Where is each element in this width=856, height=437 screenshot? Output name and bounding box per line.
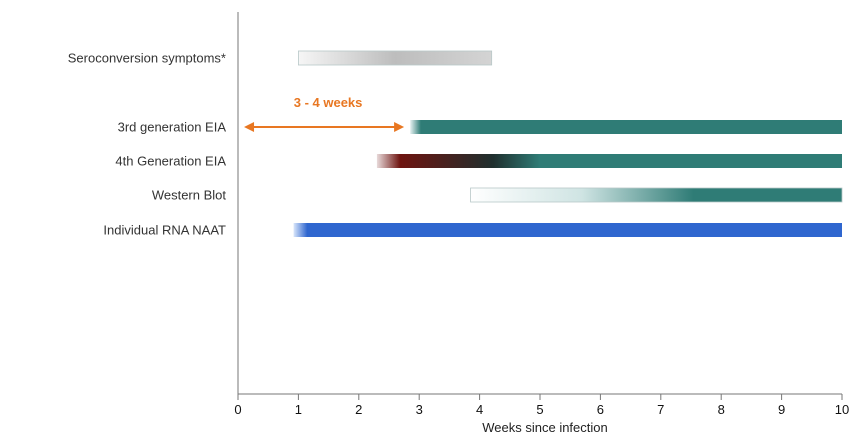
timeline-bar [410,120,842,134]
timeline-bar [297,50,493,66]
axes [237,12,842,395]
row-labels: Seroconversion symptoms* 3rd generation E… [68,51,227,238]
x-tick-label: 3 [416,402,423,417]
arrow-head-right [394,122,405,132]
x-tick-label: 6 [597,402,604,417]
x-tick-label: 10 [835,402,849,417]
arrow-head-left [244,122,255,132]
x-tick-label: 5 [536,402,543,417]
bars [293,50,843,237]
row-label: 4th Generation EIA [115,154,226,169]
x-axis-title: Weeks since infection [482,420,608,435]
row-label: 3rd generation EIA [118,120,227,135]
timeline-bar [470,187,843,203]
timeline-bar [376,154,842,168]
annotations: 3 - 4 weeks [244,95,405,132]
x-tick-label: 8 [718,402,725,417]
row-label: Individual RNA NAAT [103,223,226,238]
row-label: Seroconversion symptoms* [68,51,226,66]
x-tick-label: 2 [355,402,362,417]
annotation-label: 3 - 4 weeks [294,95,363,110]
x-ticks: 0 1 2 3 4 5 6 7 8 9 10 [234,394,849,417]
x-tick-label: 1 [295,402,302,417]
x-tick-label: 0 [234,402,241,417]
row-label: Western Blot [152,188,227,203]
x-tick-label: 9 [778,402,785,417]
x-tick-label: 4 [476,402,483,417]
timeline-bar [293,223,842,237]
x-tick-label: 7 [657,402,664,417]
